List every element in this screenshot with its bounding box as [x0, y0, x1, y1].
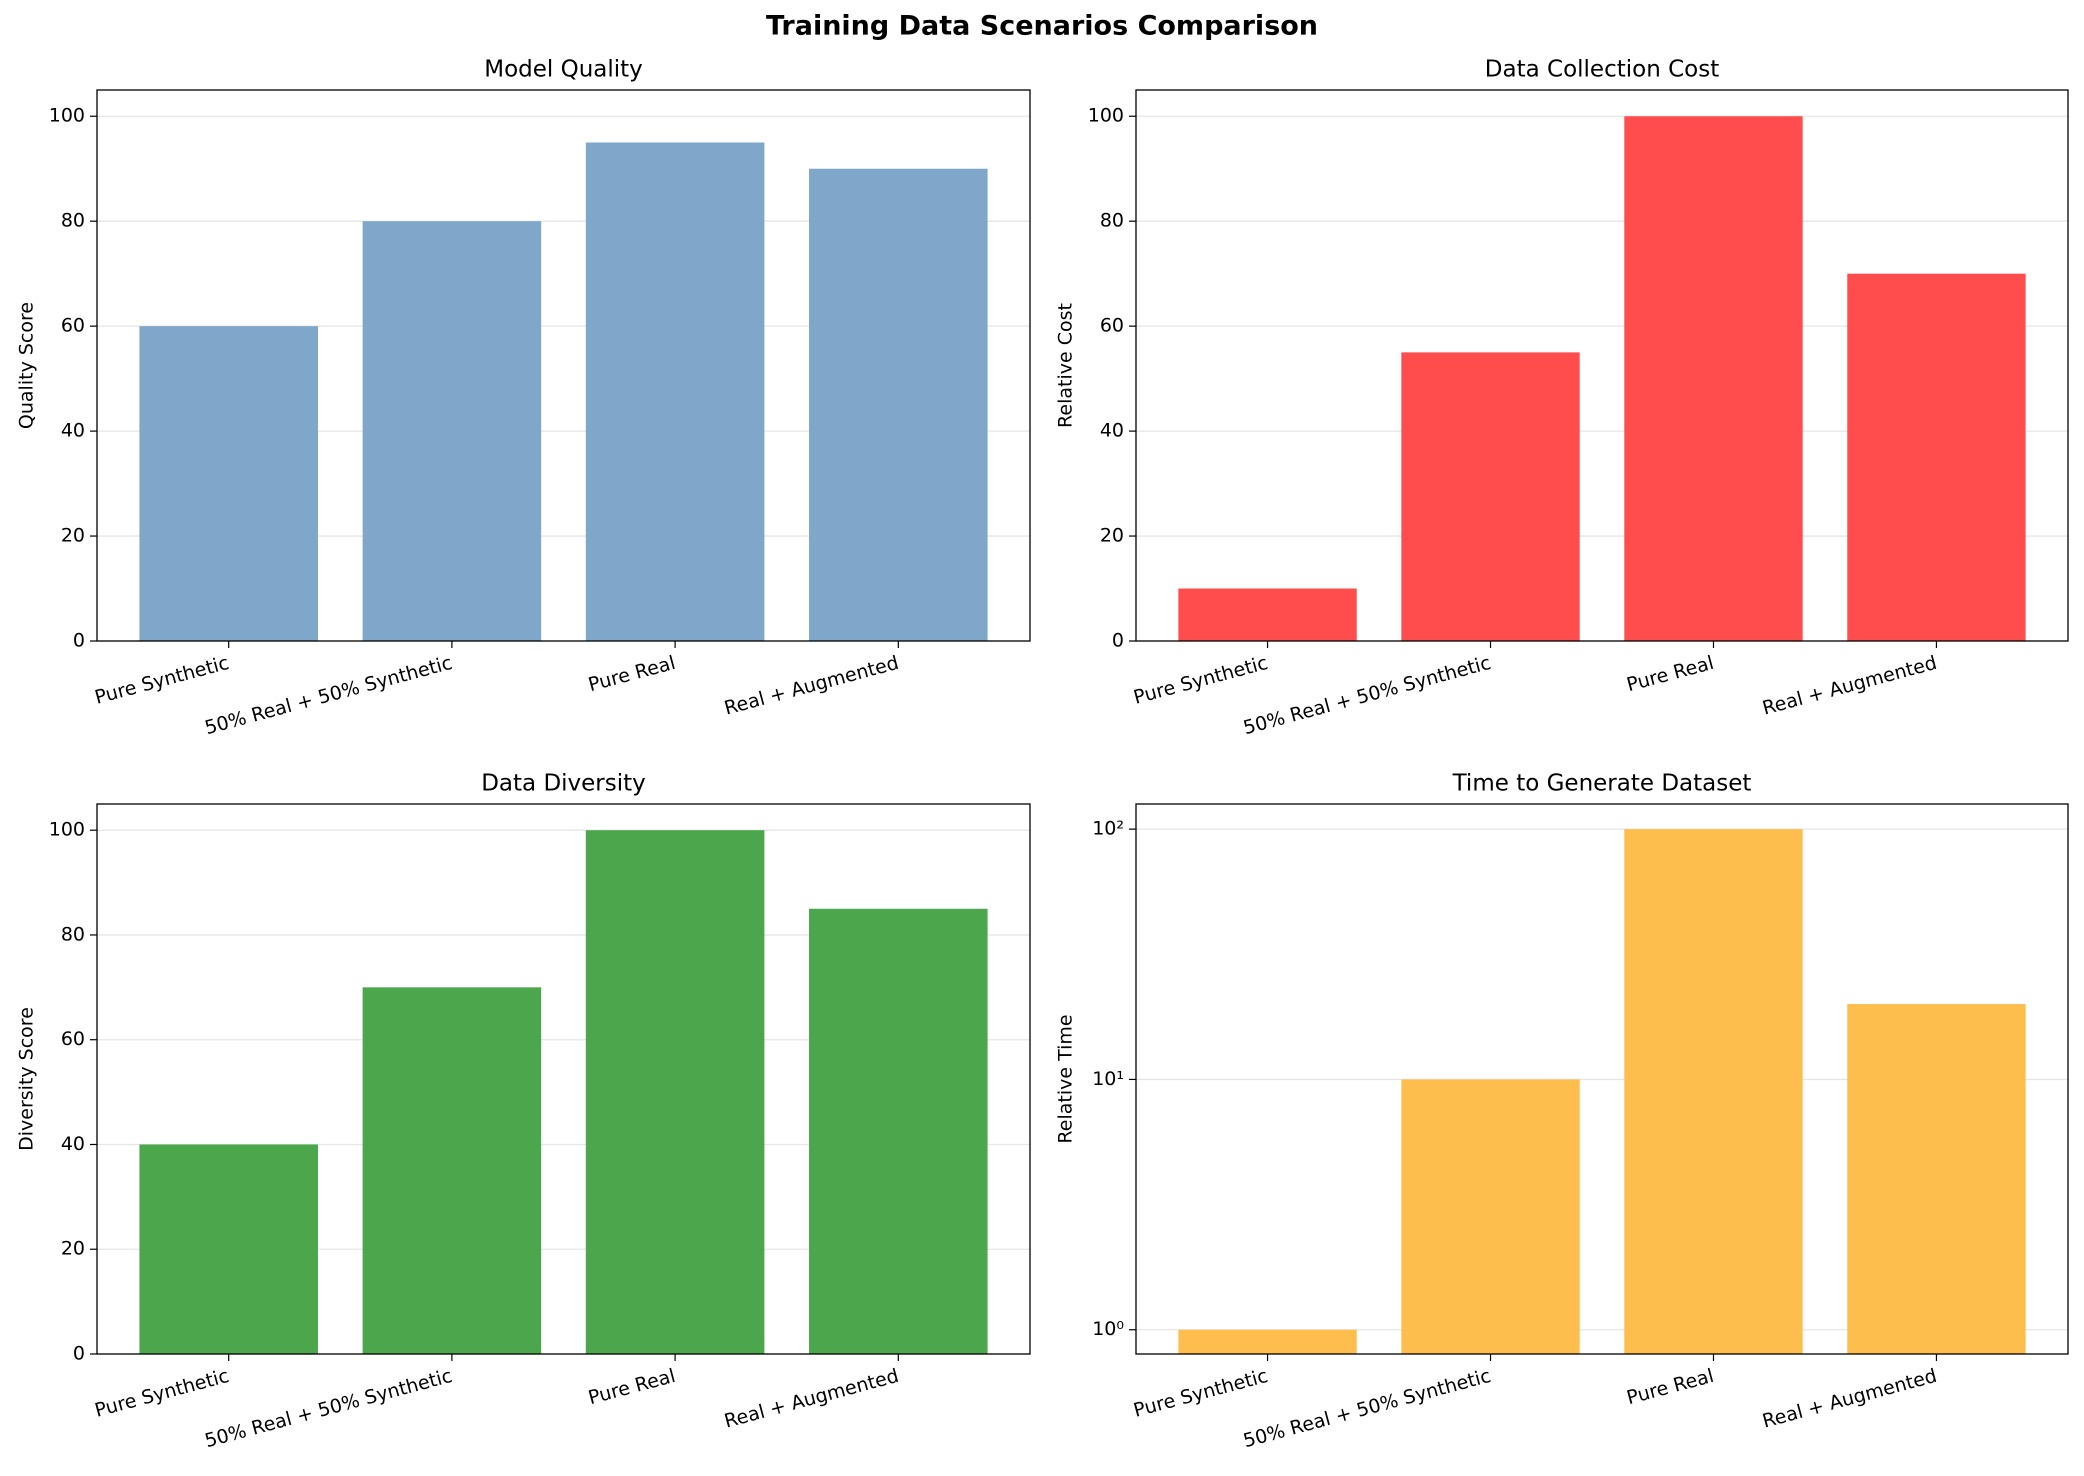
bar: [139, 1144, 318, 1354]
x-tick-label: Pure Real: [586, 652, 678, 696]
x-tick-label: Pure Real: [586, 1365, 678, 1409]
y-tick-label: 20: [61, 1238, 85, 1260]
axes-frame: [1135, 89, 2069, 642]
bar: [1178, 1329, 1357, 1354]
x-tick-label: Real + Augmented: [722, 1365, 901, 1433]
bar: [585, 830, 765, 1354]
x-tick-label: Real + Augmented: [722, 652, 901, 720]
x-tick-label: Pure Synthetic: [1131, 652, 1270, 709]
y-tick-label: 80: [61, 923, 85, 945]
y-tick-label: 100: [49, 105, 85, 127]
x-tick-label: Real + Augmented: [1760, 1365, 1939, 1433]
bar: [585, 142, 765, 641]
y-tick-label: 0: [73, 1343, 85, 1365]
figure-title: Training Data Scenarios Comparison: [766, 11, 1318, 42]
x-tick-label: Pure Synthetic: [92, 1365, 231, 1422]
bar: [809, 908, 988, 1354]
bar: [1847, 273, 2026, 641]
x-tick-label: Pure Synthetic: [1131, 1365, 1270, 1422]
y-tick-label: 40: [61, 1133, 85, 1155]
y-tick-label: 0: [1112, 630, 1124, 652]
x-tick-label: 50% Real + 50% Synthetic: [1241, 1365, 1493, 1452]
subplot-title: Model Quality: [484, 57, 643, 83]
bar: [1847, 1004, 2026, 1354]
y-tick-label: 10²: [1092, 818, 1124, 840]
y-tick-label: 80: [1100, 210, 1124, 232]
y-tick-label: 40: [1100, 420, 1124, 442]
y-tick-label: 60: [61, 315, 85, 337]
x-tick-label: Pure Synthetic: [92, 652, 231, 709]
y-tick-label: 10¹: [1092, 1068, 1124, 1090]
y-tick-label: 100: [49, 819, 85, 841]
subplot-title: Data Diversity: [481, 771, 646, 797]
x-tick-label: Real + Augmented: [1760, 652, 1939, 720]
y-tick-label: 0: [73, 630, 85, 652]
y-tick-label: 20: [1100, 525, 1124, 547]
bar: [1401, 352, 1580, 641]
bar: [362, 987, 542, 1354]
x-tick-label: 50% Real + 50% Synthetic: [1241, 652, 1493, 739]
y-axis-label: Quality Score: [16, 302, 38, 429]
y-tick-label: 80: [61, 210, 85, 232]
y-tick-label: 10⁰: [1092, 1318, 1124, 1340]
y-axis-label: Relative Time: [1055, 1014, 1077, 1143]
x-tick-label: Pure Real: [1624, 1365, 1716, 1409]
y-tick-label: 20: [61, 525, 85, 547]
bar: [362, 221, 542, 641]
y-axis-label: Relative Cost: [1055, 303, 1077, 428]
subplot-title: Data Collection Cost: [1485, 57, 1719, 83]
bar: [1401, 1079, 1580, 1354]
y-tick-label: 60: [1100, 315, 1124, 337]
axes-frame: [96, 89, 1031, 642]
y-tick-label: 100: [1088, 105, 1124, 127]
x-tick-label: 50% Real + 50% Synthetic: [202, 1365, 454, 1452]
y-tick-label: 60: [61, 1028, 85, 1050]
x-tick-label: Pure Real: [1624, 652, 1716, 696]
x-tick-label: 50% Real + 50% Synthetic: [202, 652, 454, 739]
bar: [809, 168, 988, 641]
axes-frame: [96, 803, 1031, 1355]
y-tick-label: 40: [61, 420, 85, 442]
bar: [1624, 829, 1803, 1354]
subplot-title: Time to Generate Dataset: [1452, 771, 1752, 797]
bar: [1178, 588, 1357, 641]
bar: [1624, 116, 1803, 641]
y-axis-label: Diversity Score: [16, 1007, 38, 1151]
axes-frame: [1135, 803, 2069, 1355]
bar: [139, 326, 318, 641]
